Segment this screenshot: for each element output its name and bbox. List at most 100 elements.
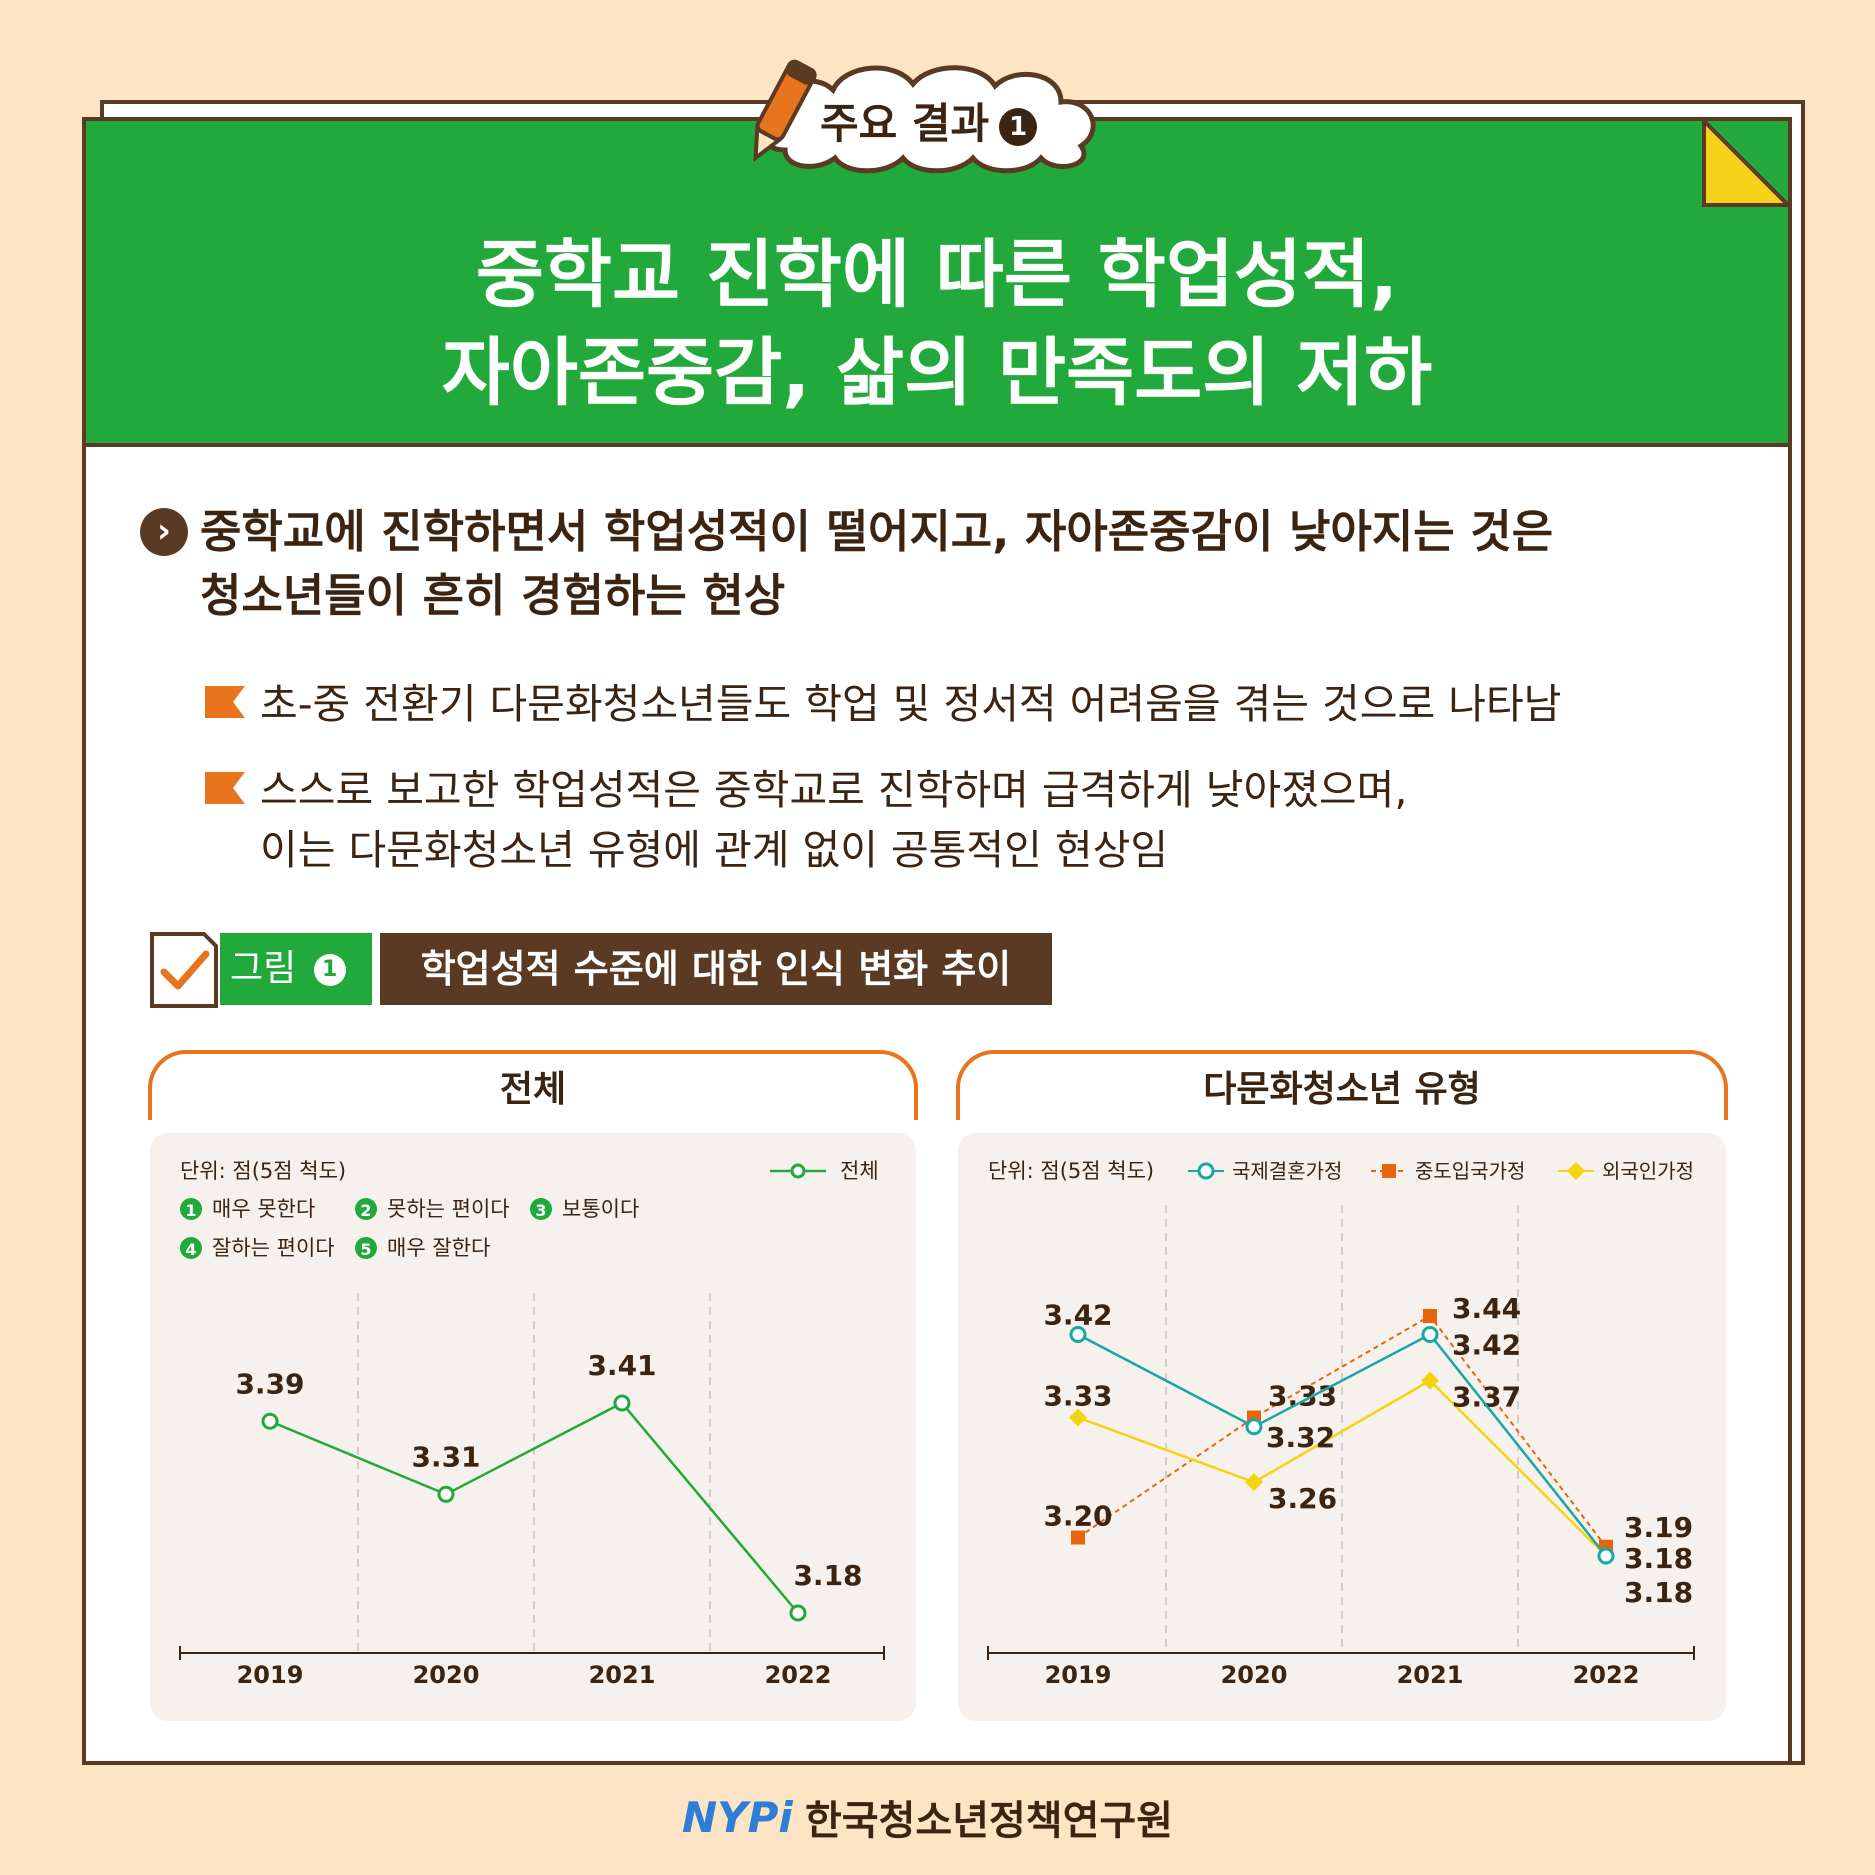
data-label: 3.18 [1624, 1542, 1693, 1575]
data-point [1245, 1418, 1263, 1436]
legend-marker [790, 1163, 806, 1179]
pen-icon [753, 59, 817, 163]
sub-point-1-line-1: 초-중 전환기 다문화청소년들도 학업 및 정서적 어려움을 겪는 것으로 나타… [260, 680, 1562, 728]
data-point [789, 1604, 807, 1622]
legend-label: 외국인가정 [1602, 1159, 1694, 1183]
scale-legend: 1 매우 못한다 2 못하는 편이다 3 보통이다 4 잘하는 편이다 5 매우 잘한다 [180, 1197, 639, 1260]
title-line-1: 중학교 진학에 따른 학업성적, [475, 232, 1399, 318]
nypi-logo-icon: NYPi [682, 1793, 793, 1842]
main-point-line-1: 중학교에 진학하면서 학업성적이 떨어지고, 자아존중감이 낮아지는 것은 [200, 505, 1554, 558]
series-line-3 [1077, 1379, 1607, 1557]
chart-1-unit: 단위: 점(5점 척도) [180, 1159, 346, 1183]
chart-types-svg: 단위: 점(5점 척도) 국제결혼가정 중도입국가정 외국인가정 2019 2020 2… [987, 1159, 1695, 1689]
figure-title: 학업성적 수준에 대한 인식 변화 추이 [380, 933, 1052, 1005]
scale-number: 5 [360, 1240, 371, 1259]
page-title: 중학교 진학에 따른 학업성적, 자아존중감, 삶의 만족도의 저하 [86, 226, 1788, 422]
legend-label: 국제결혼가정 [1232, 1159, 1342, 1183]
data-point [1597, 1547, 1615, 1565]
scale-label: 잘하는 편이다 [212, 1236, 335, 1260]
data-label: 3.42 [1043, 1298, 1112, 1331]
sub-point-2-line-2: 이는 다문화청소년 유형에 관계 없이 공통적인 현상임 [260, 826, 1169, 874]
data-label: 3.41 [587, 1349, 656, 1382]
sub-point-1: 초-중 전환기 다문화청소년들도 학업 및 정서적 어려움을 겪는 것으로 나타… [260, 674, 1561, 734]
data-label: 3.19 [1624, 1511, 1693, 1544]
figure-label-text: 그림 [230, 948, 297, 989]
title-line-2: 자아존중감, 삶의 만족도의 저하 [441, 330, 1433, 416]
sub-point-2-line-1: 스스로 보고한 학업성적은 중학교로 진학하며 급격하게 낮아졌으며, [260, 766, 1408, 814]
panel-header-total: 전체 [148, 1050, 918, 1120]
chart-1-grid [357, 1293, 711, 1653]
data-point [1423, 1309, 1437, 1323]
checklist-icon [150, 932, 218, 1008]
data-point [261, 1412, 279, 1430]
data-label: 3.39 [235, 1367, 304, 1400]
x-tick-label-2020: 2020 [413, 1661, 480, 1689]
scale-number-icon [355, 1237, 377, 1259]
x-tick-label-2021: 2021 [589, 1661, 656, 1689]
chart-2-series: 3.20 3.33 3.44 3.19 3.33 3.26 3.37 3.18 3.42 3.32… [1043, 1292, 1693, 1609]
data-point [1421, 1371, 1439, 1390]
x-tick-label-2022: 2022 [765, 1661, 832, 1689]
x-tick-label-2021: 2021 [1397, 1661, 1464, 1689]
x-tick-label-2019: 2019 [237, 1661, 304, 1689]
data-point [613, 1394, 631, 1412]
data-point [1069, 1325, 1087, 1343]
scale-number-icon [180, 1237, 202, 1259]
chart-2-unit: 단위: 점(5점 척도) [988, 1159, 1154, 1183]
data-point [1069, 1408, 1087, 1427]
chart-1-x-axis: 2019 2020 2021 2022 [179, 1646, 885, 1689]
x-tick-label-2019: 2019 [1045, 1661, 1112, 1689]
x-tick-label-2022: 2022 [1573, 1661, 1640, 1689]
data-label: 3.20 [1043, 1500, 1112, 1533]
legend-marker [1567, 1162, 1585, 1180]
chart-panel-types: 단위: 점(5점 척도) 국제결혼가정 중도입국가정 외국인가정 2019 2020 2… [958, 1133, 1726, 1721]
flag-icon [205, 686, 245, 718]
data-label: 3.31 [411, 1440, 480, 1473]
scale-number: 4 [185, 1240, 196, 1259]
legend-label: 중도입국가정 [1415, 1159, 1525, 1183]
scale-label: 보통이다 [562, 1197, 639, 1221]
sub-point-2: 스스로 보고한 학업성적은 중학교로 진학하며 급격하게 낮아졌으며, 이는 다… [260, 760, 1407, 880]
scale-label: 매우 잘한다 [387, 1236, 490, 1260]
panel-header-types: 다문화청소년 유형 [956, 1050, 1728, 1120]
scale-number: 1 [185, 1201, 196, 1220]
figure-number: 1 [313, 954, 346, 986]
data-label: 3.37 [1452, 1381, 1521, 1414]
legend-marker [1197, 1162, 1215, 1180]
data-label: 3.18 [1624, 1576, 1693, 1609]
chart-total-svg: 단위: 점(5점 척도) 전체 1 매우 못한다 2 못하는 편이다 3 보통이다 4 잘하는… [179, 1159, 885, 1689]
legend-label: 전체 [840, 1159, 879, 1183]
chart-1-title: 전체 [499, 1069, 567, 1110]
data-label: 3.42 [1452, 1328, 1521, 1361]
main-point-line-2: 청소년들이 흔히 경험하는 현상 [200, 569, 786, 622]
data-label: 3.26 [1268, 1482, 1337, 1515]
cloud-badge [758, 65, 1096, 174]
x-tick-label-2020: 2020 [1221, 1661, 1288, 1689]
chevron-right-icon: › [140, 508, 188, 556]
series-line-2 [1077, 1314, 1607, 1548]
chart-2-title: 다문화청소년 유형 [1203, 1069, 1481, 1110]
logo-text: NYPi [682, 1793, 793, 1842]
scale-number-icon [180, 1198, 202, 1220]
data-label: 3.33 [1268, 1380, 1337, 1413]
figure-label: 그림 1 [220, 933, 372, 1005]
data-label: 3.18 [793, 1559, 862, 1592]
scale-label: 매우 못한다 [212, 1197, 315, 1221]
scale-number-icon [530, 1198, 552, 1220]
scale-number-icon [355, 1198, 377, 1220]
flag-icon [205, 772, 245, 804]
chart-1-legend: 전체 [770, 1159, 879, 1183]
chart-2-x-axis: 2019 2020 2021 2022 [987, 1646, 1695, 1689]
title-banner: 중학교 진학에 따른 학업성적, 자아존중감, 삶의 만족도의 저하 [86, 121, 1788, 447]
badge-text: 주요 결과 [820, 99, 990, 148]
chart-1-series: 3.39 3.31 3.41 3.18 [235, 1349, 863, 1622]
chart-2-legend: 국제결혼가정 중도입국가정 외국인가정 [1188, 1159, 1694, 1183]
folded-corner-icon [1702, 117, 1792, 207]
data-point [1245, 1473, 1263, 1492]
chart-panel-total: 단위: 점(5점 척도) 전체 1 매우 못한다 2 못하는 편이다 3 보통이다 4 잘하는… [150, 1133, 916, 1721]
data-label: 3.32 [1266, 1421, 1335, 1454]
data-label: 3.33 [1043, 1380, 1112, 1413]
series-line-total [269, 1401, 799, 1614]
data-point [1421, 1325, 1439, 1343]
series-line-1 [1077, 1332, 1607, 1557]
